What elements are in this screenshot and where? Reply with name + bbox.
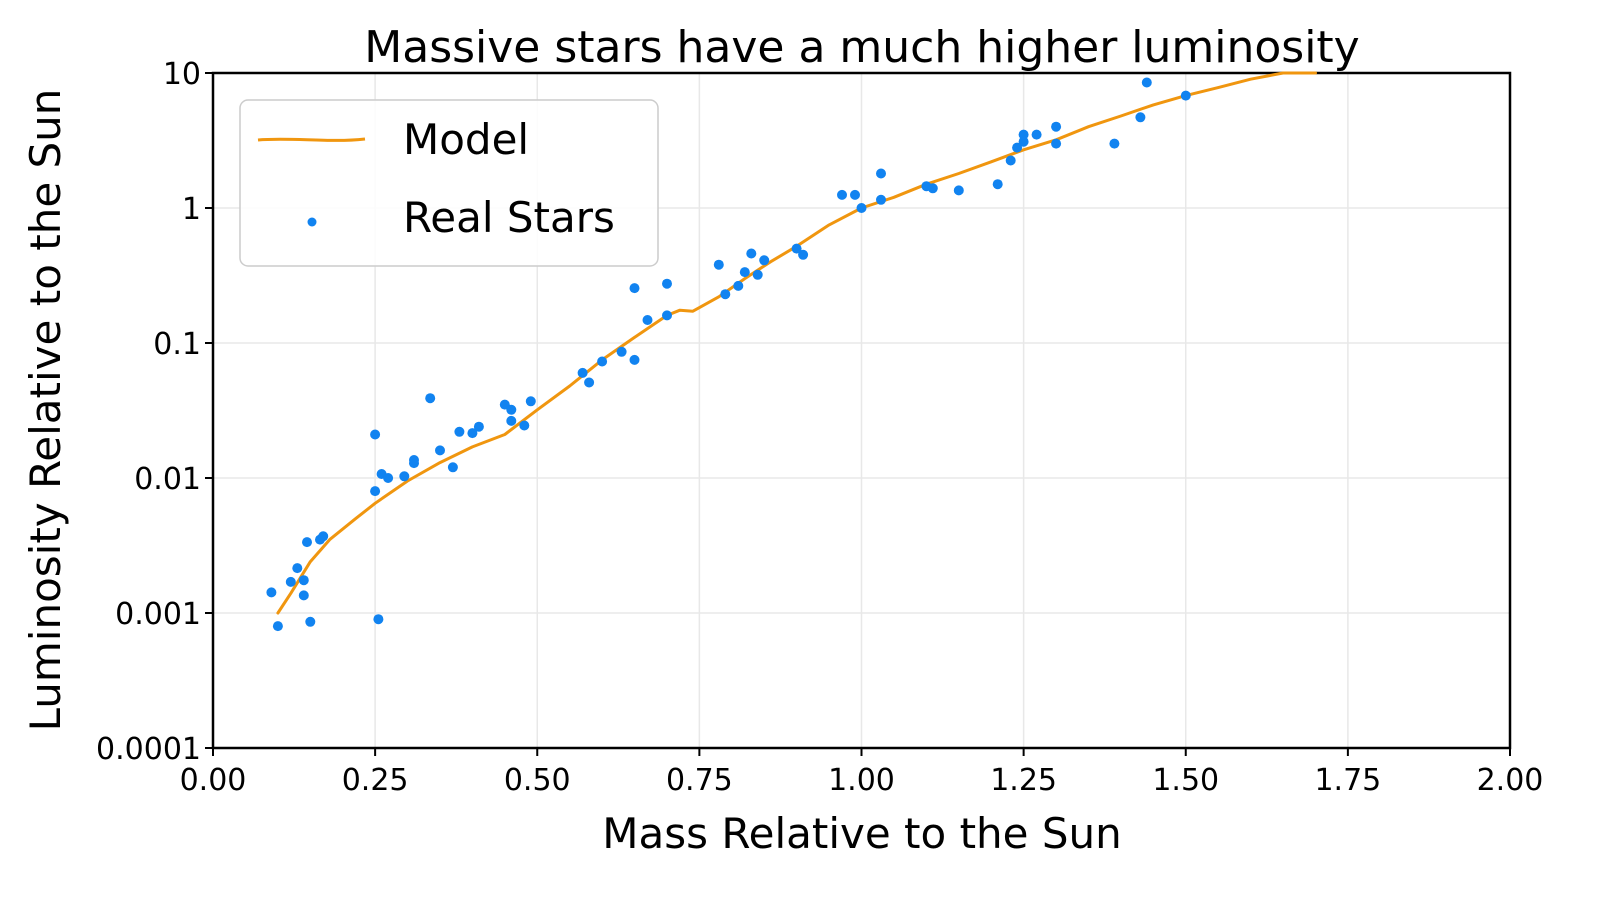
y-tick-label: 0.01 bbox=[134, 462, 201, 497]
star-point bbox=[927, 183, 938, 194]
star-point bbox=[791, 243, 802, 254]
y-tick-label: 1 bbox=[182, 192, 201, 227]
star-point bbox=[473, 421, 484, 432]
star-point bbox=[506, 404, 517, 415]
star-point bbox=[383, 473, 394, 483]
x-tick-label: 1.75 bbox=[1314, 763, 1381, 798]
model-line bbox=[276, 71, 1317, 615]
star-point bbox=[876, 168, 886, 179]
star-point bbox=[739, 267, 750, 278]
star-point bbox=[837, 189, 847, 200]
star-point bbox=[1012, 142, 1023, 153]
star-point bbox=[720, 289, 731, 300]
y-tick-label: 0.1 bbox=[153, 327, 201, 362]
star-point bbox=[584, 377, 595, 388]
star-point bbox=[370, 429, 381, 440]
x-tick-label: 0.00 bbox=[180, 763, 247, 798]
star-point bbox=[409, 455, 419, 465]
star-point bbox=[425, 393, 436, 404]
star-point bbox=[370, 486, 381, 497]
star-point bbox=[953, 185, 964, 196]
star-point bbox=[272, 621, 283, 632]
star-point bbox=[597, 356, 608, 367]
star-point bbox=[1018, 129, 1029, 140]
star-point bbox=[752, 269, 763, 280]
star-point bbox=[577, 367, 588, 378]
star-point bbox=[876, 194, 886, 205]
star-point bbox=[616, 346, 627, 357]
star-point bbox=[435, 445, 445, 456]
x-tick-label: 1.00 bbox=[828, 763, 895, 798]
star-point bbox=[733, 280, 744, 291]
plot-content bbox=[266, 71, 1317, 632]
x-tick-label: 0.50 bbox=[504, 763, 571, 798]
star-point bbox=[856, 203, 867, 213]
star-point bbox=[399, 471, 410, 482]
chart-title: Massive stars have a much higher luminos… bbox=[364, 22, 1359, 73]
star-point bbox=[298, 575, 309, 586]
x-tick-label: 2.00 bbox=[1477, 763, 1544, 798]
star-point bbox=[1051, 138, 1062, 149]
star-point bbox=[506, 415, 517, 426]
legend-model-line bbox=[257, 137, 366, 142]
legend: Model Real Stars bbox=[239, 99, 659, 267]
x-axis-label: Mass Relative to the Sun bbox=[602, 809, 1122, 858]
star-point bbox=[662, 278, 672, 289]
x-tick-label: 0.75 bbox=[666, 763, 733, 798]
star-point bbox=[642, 315, 653, 325]
star-point bbox=[798, 249, 809, 260]
star-point bbox=[759, 255, 770, 266]
star-point bbox=[1005, 155, 1016, 166]
star-point bbox=[629, 354, 640, 365]
star-point bbox=[1051, 121, 1062, 132]
star-point bbox=[850, 189, 860, 200]
star-point bbox=[713, 259, 724, 270]
star-point bbox=[292, 563, 303, 574]
star-point bbox=[447, 462, 458, 473]
star-point bbox=[302, 537, 312, 548]
star-point bbox=[318, 531, 329, 542]
star-point bbox=[454, 426, 465, 437]
star-point bbox=[467, 428, 478, 439]
star-point bbox=[266, 587, 277, 598]
star-point bbox=[662, 310, 672, 321]
y-tick-label: 0.0001 bbox=[96, 732, 201, 767]
star-point bbox=[629, 283, 640, 294]
star-point bbox=[298, 590, 309, 601]
star-point bbox=[1180, 90, 1191, 101]
legend-stars-label: Real Stars bbox=[403, 193, 615, 242]
star-point bbox=[1109, 138, 1120, 149]
x-tick-label: 1.25 bbox=[990, 763, 1057, 798]
star-point bbox=[1031, 129, 1042, 140]
star-point bbox=[373, 614, 384, 625]
y-axis-ticks: 0.0001 0.001 0.01 0.1 1 10 bbox=[96, 57, 213, 767]
y-tick-label: 10 bbox=[163, 57, 201, 92]
star-point bbox=[746, 248, 757, 259]
y-tick-label: 0.001 bbox=[115, 597, 201, 632]
x-tick-label: 1.50 bbox=[1152, 763, 1219, 798]
star-point bbox=[1135, 112, 1146, 123]
star-point bbox=[992, 179, 1003, 190]
star-point bbox=[305, 616, 316, 627]
star-point bbox=[1141, 77, 1152, 88]
legend-model-label: Model bbox=[403, 115, 529, 164]
star-point bbox=[519, 420, 530, 431]
star-point bbox=[285, 576, 296, 587]
star-point bbox=[1018, 136, 1029, 147]
legend-stars-marker bbox=[307, 217, 317, 227]
x-axis-ticks: 0.00 0.25 0.50 0.75 1.00 1.25 1.50 1.75 2.00 bbox=[180, 748, 1544, 798]
y-axis-label: Luminosity Relative to the Sun bbox=[21, 89, 70, 732]
star-point bbox=[525, 396, 536, 407]
x-tick-label: 0.25 bbox=[342, 763, 409, 798]
